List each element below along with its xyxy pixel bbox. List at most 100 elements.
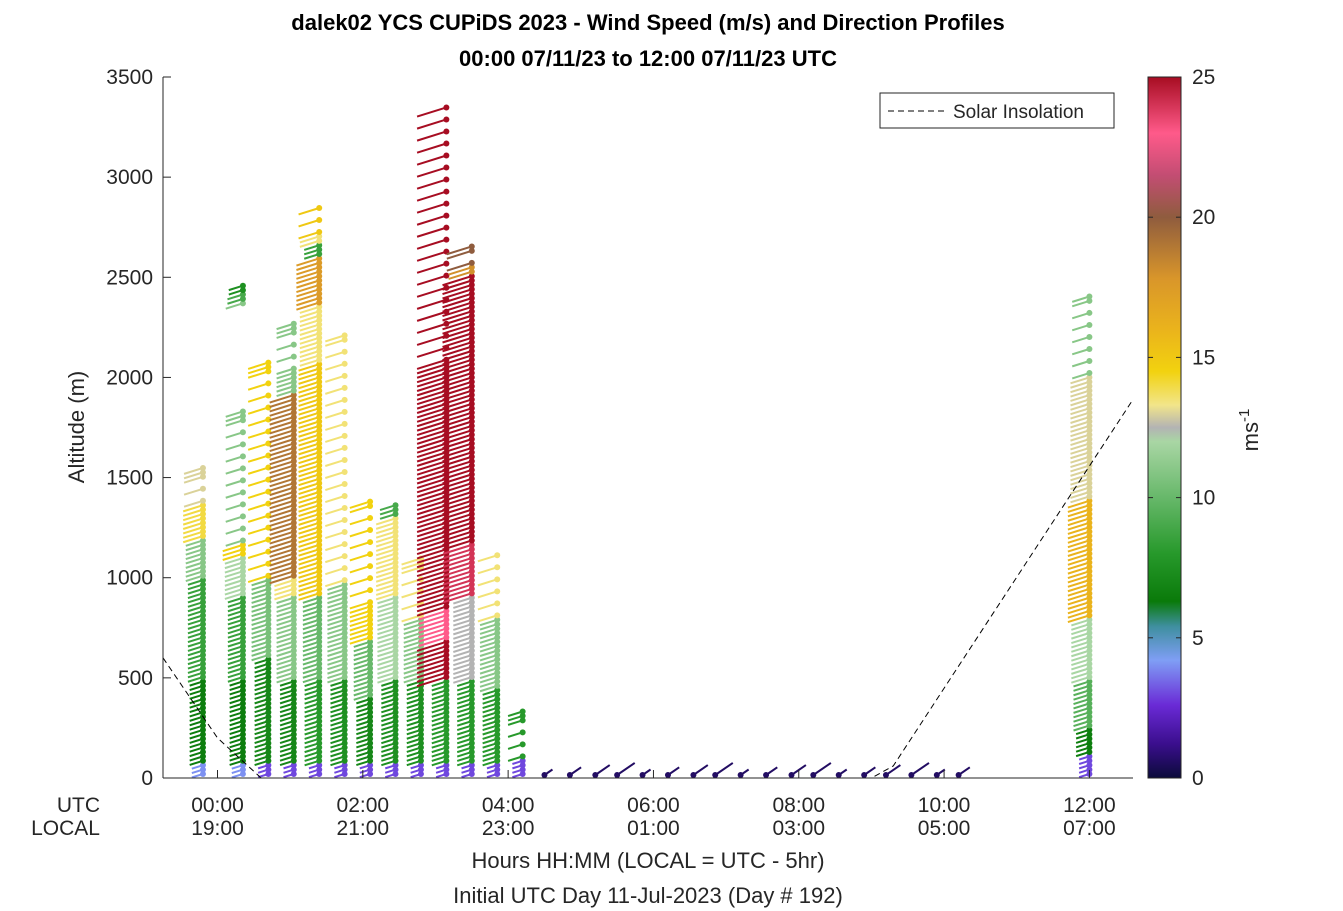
wind-barb-point <box>239 656 246 663</box>
wind-barb-point <box>417 687 424 694</box>
wind-barb-point <box>290 320 297 327</box>
wind-barb <box>479 682 501 693</box>
wind-barb <box>269 515 297 527</box>
wind-barb <box>276 638 297 649</box>
wind-barb <box>482 731 501 740</box>
wind-barb-shaft <box>453 623 473 631</box>
wind-barb <box>1070 400 1093 411</box>
wind-barb <box>227 656 246 666</box>
wind-barb-point <box>239 638 246 645</box>
wind-barb-point <box>290 325 297 332</box>
wind-barb-shaft <box>442 372 473 384</box>
wind-barb <box>303 242 323 251</box>
wind-barb <box>296 255 323 267</box>
wind-barb-point <box>341 696 348 703</box>
wind-barb-point <box>1086 731 1093 738</box>
wind-barb-point <box>443 116 450 123</box>
wind-barb <box>356 753 374 762</box>
wind-barb <box>406 753 424 762</box>
wind-barb-point <box>417 731 424 738</box>
wind-barb-point <box>443 603 450 610</box>
wind-barb <box>379 502 399 511</box>
wind-barb-point <box>1086 766 1093 773</box>
wind-barb-shaft <box>276 618 295 627</box>
wind-barb-shaft <box>325 495 345 503</box>
wind-barb-point <box>443 272 450 279</box>
wind-barb-point <box>494 629 501 636</box>
wind-barb-point <box>316 497 323 504</box>
wind-barb <box>298 427 323 438</box>
wind-barb <box>442 528 475 542</box>
wind-barb-point <box>316 585 323 592</box>
wind-barb-shaft <box>442 420 473 432</box>
wind-barb-point <box>468 550 475 557</box>
wind-barb <box>1067 563 1093 575</box>
wind-barb <box>227 599 246 608</box>
wind-barb-point <box>468 396 475 403</box>
wind-barb <box>1067 607 1093 619</box>
wind-barb <box>416 236 450 250</box>
wind-barb <box>225 441 246 451</box>
wind-barb <box>442 281 475 296</box>
wind-barb-shaft <box>269 517 295 527</box>
wind-barb <box>1071 656 1093 667</box>
wind-barb <box>1071 625 1093 636</box>
wind-barb-point <box>1086 541 1093 548</box>
wind-barb <box>276 612 297 622</box>
wind-barb-point <box>443 726 450 733</box>
wind-barb <box>269 550 297 563</box>
wind-barb-point <box>290 709 297 716</box>
wind-barb-shaft <box>442 328 473 340</box>
wind-barb <box>189 722 206 731</box>
wind-barb-shaft <box>225 443 244 451</box>
wind-barb-point <box>316 217 323 224</box>
wind-barb-point <box>494 740 501 747</box>
wind-barb-point <box>468 638 475 645</box>
wind-barb <box>1070 405 1093 416</box>
wind-barb <box>224 581 246 592</box>
x-axis-sublabel: Initial UTC Day 11-Jul-2023 (Day # 192) <box>453 883 843 908</box>
wind-barb <box>375 519 399 530</box>
wind-barb <box>254 669 272 678</box>
wind-barb <box>349 599 374 610</box>
wind-barb <box>416 643 450 657</box>
wind-barb <box>486 762 501 770</box>
wind-barb-point <box>519 770 526 777</box>
wind-barb-point <box>316 726 323 733</box>
wind-barb <box>482 700 501 710</box>
wind-barb <box>835 768 848 778</box>
wind-barb <box>442 422 475 437</box>
wind-barb-point <box>265 625 272 632</box>
wind-barb-point <box>908 771 915 778</box>
wind-barb <box>276 387 297 397</box>
wind-barb-point <box>468 660 475 667</box>
wind-barb-point <box>239 300 246 307</box>
wind-barb-shaft <box>479 658 498 666</box>
wind-barb <box>229 700 246 709</box>
wind-barb <box>298 488 323 500</box>
wind-barb-shaft <box>298 438 320 447</box>
wind-barb-point <box>443 656 450 663</box>
wind-barb-point <box>199 568 206 575</box>
wind-barb-point <box>1086 660 1093 667</box>
wind-barb-point <box>1086 612 1093 619</box>
wind-barb-point <box>417 704 424 711</box>
wind-barb <box>456 748 475 758</box>
wind-barb <box>189 700 206 709</box>
wind-barb-shaft <box>416 286 447 298</box>
wind-barb-point <box>392 682 399 689</box>
wind-barb-point <box>1086 309 1093 316</box>
wind-barb <box>381 726 399 736</box>
wind-barb-point <box>392 581 399 588</box>
wind-barb-point <box>392 722 399 729</box>
wind-barb-point <box>265 634 272 641</box>
wind-barb <box>224 568 246 578</box>
wind-barb-point <box>341 492 348 499</box>
wind-barb <box>442 462 475 476</box>
wind-barb <box>1070 414 1093 424</box>
wind-barb <box>353 687 374 697</box>
wind-barb-point <box>316 246 323 253</box>
wind-barb <box>327 607 348 618</box>
wind-barb-point <box>290 462 297 469</box>
